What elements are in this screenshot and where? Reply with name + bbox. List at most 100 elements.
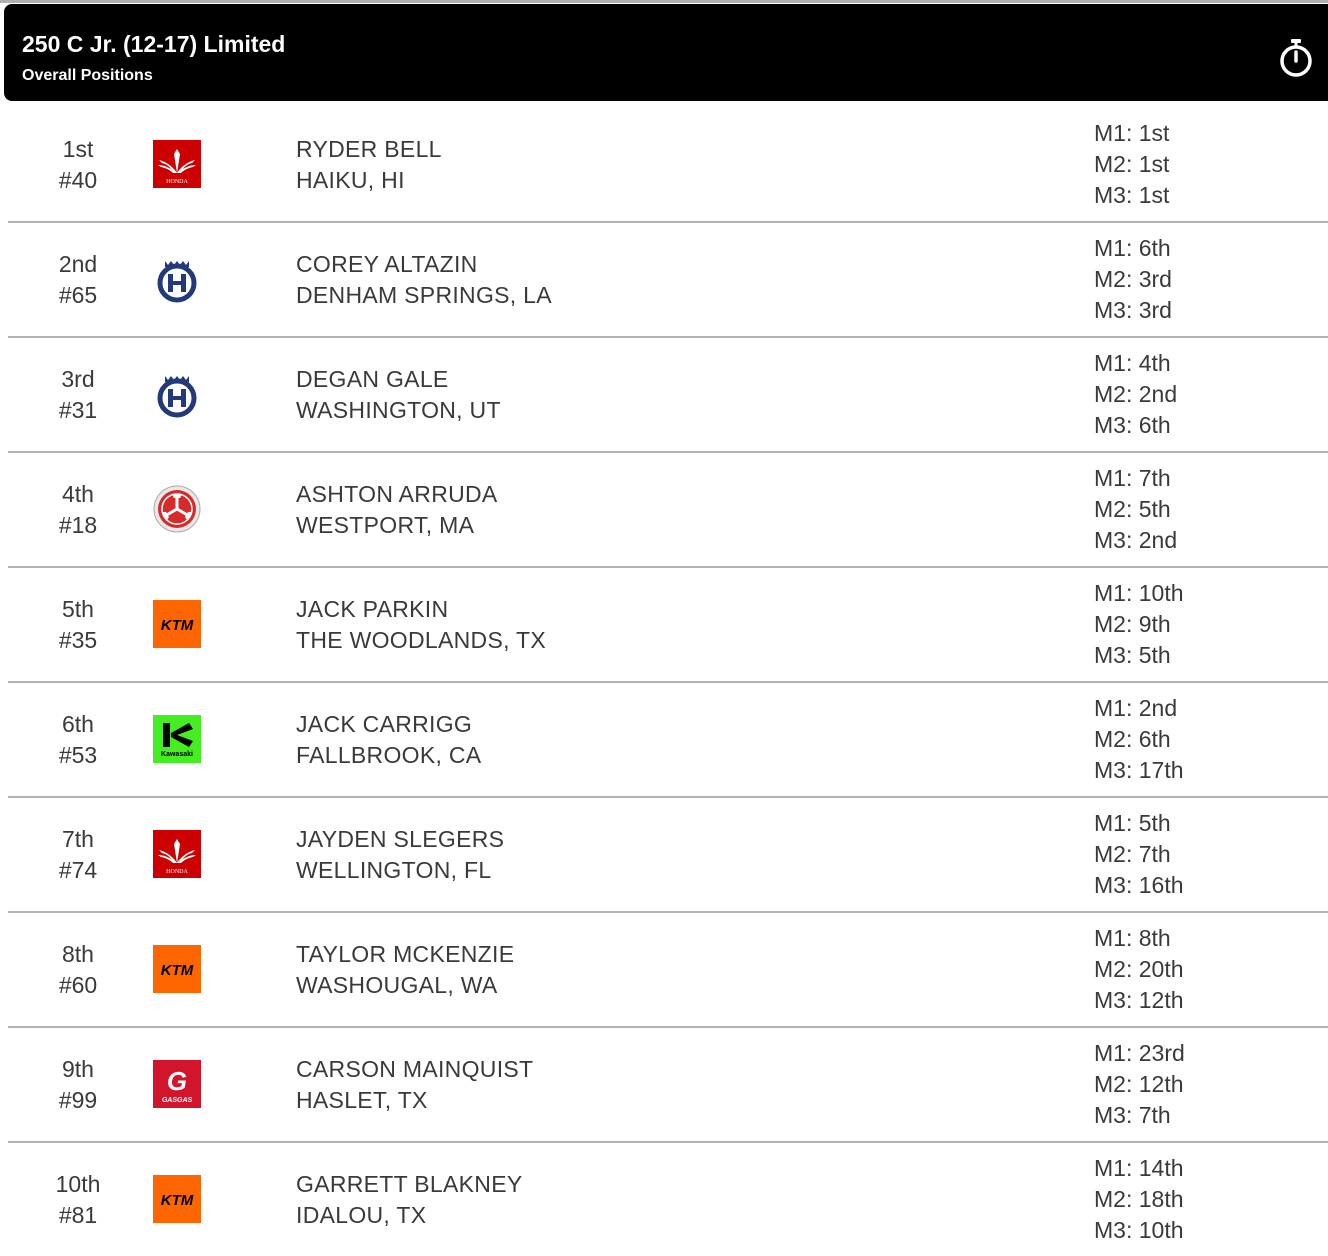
svg-text:KTM: KTM [161, 1192, 194, 1209]
svg-text:HONDA: HONDA [166, 869, 188, 875]
position-cell: 2nd #65 [38, 249, 118, 311]
result-row[interactable]: 6th #53 Kawasaki JACK CARRIGG FALLBROOK,… [8, 683, 1328, 798]
rider-cell: RYDER BELL HAIKU, HI [296, 134, 442, 196]
rider-number: #18 [58, 512, 98, 538]
ktm-logo-icon: KTM [153, 1175, 201, 1223]
rider-hometown: HAIKU, HI [296, 167, 405, 193]
rider-hometown: DENHAM SPRINGS, LA [296, 282, 552, 308]
moto-1-result: M1: 14th [1094, 1155, 1184, 1181]
result-row[interactable]: 1st #40 HONDA RYDER BELL HAIKU, HI M1: 1… [8, 108, 1328, 223]
position-cell: 5th #35 [38, 594, 118, 656]
moto-2-result: M2: 9th [1094, 611, 1171, 637]
position-cell: 6th #53 [38, 709, 118, 771]
finish-position: 5th [62, 596, 94, 622]
moto-2-result: M2: 18th [1094, 1186, 1184, 1212]
moto-results: M1: 2nd M2: 6th M3: 17th [1094, 693, 1184, 786]
rider-cell: GARRETT BLAKNEY IDALOU, TX [296, 1169, 522, 1231]
moto-3-result: M3: 16th [1094, 872, 1184, 898]
result-row[interactable]: 9th #99 G GASGAS CARSON MAINQUIST HASLET… [8, 1028, 1328, 1143]
finish-position: 8th [62, 941, 94, 967]
moto-1-result: M1: 4th [1094, 350, 1171, 376]
rider-name[interactable]: DEGAN GALE [296, 366, 449, 392]
yamaha-logo-icon [153, 485, 201, 533]
moto-2-result: M2: 6th [1094, 726, 1171, 752]
svg-text:Kawasaki: Kawasaki [161, 751, 193, 758]
moto-2-result: M2: 1st [1094, 151, 1170, 177]
moto-3-result: M3: 1st [1094, 182, 1170, 208]
moto-1-result: M1: 23rd [1094, 1040, 1185, 1066]
rider-name[interactable]: JACK PARKIN [296, 596, 449, 622]
moto-2-result: M2: 20th [1094, 956, 1184, 982]
result-row[interactable]: 10th #81 KTM GARRETT BLAKNEY IDALOU, TX … [8, 1143, 1328, 1256]
position-cell: 10th #81 [38, 1169, 118, 1231]
ktm-logo-icon: KTM [153, 600, 201, 648]
rider-number: #35 [58, 627, 98, 653]
rider-name[interactable]: ASHTON ARRUDA [296, 481, 498, 507]
rider-number: #31 [58, 397, 98, 423]
moto-3-result: M3: 3rd [1094, 297, 1172, 323]
rider-name[interactable]: JAYDEN SLEGERS [296, 826, 505, 852]
moto-results: M1: 6th M2: 3rd M3: 3rd [1094, 233, 1172, 326]
svg-text:G: G [167, 1066, 187, 1096]
finish-position: 7th [62, 826, 94, 852]
rider-cell: COREY ALTAZIN DENHAM SPRINGS, LA [296, 249, 552, 311]
result-row[interactable]: 4th #18 ASHTON ARRUDA WESTPORT, MA M1: 7… [8, 453, 1328, 568]
rider-hometown: FALLBROOK, CA [296, 742, 482, 768]
moto-1-result: M1: 5th [1094, 810, 1171, 836]
rider-number: #99 [58, 1087, 98, 1113]
moto-1-result: M1: 8th [1094, 925, 1171, 951]
rider-cell: JAYDEN SLEGERS WELLINGTON, FL [296, 824, 504, 886]
moto-1-result: M1: 7th [1094, 465, 1171, 491]
rider-name[interactable]: GARRETT BLAKNEY [296, 1171, 523, 1197]
result-row[interactable]: 7th #74 HONDA JAYDEN SLEGERS WELLINGTON,… [8, 798, 1328, 913]
moto-3-result: M3: 10th [1094, 1217, 1184, 1243]
position-cell: 3rd #31 [38, 364, 118, 426]
rider-cell: DEGAN GALE WASHINGTON, UT [296, 364, 501, 426]
rider-name[interactable]: CARSON MAINQUIST [296, 1056, 534, 1082]
moto-3-result: M3: 17th [1094, 757, 1184, 783]
result-row[interactable]: 3rd #31 DEGAN GALE WASHINGTON, UT M1: 4t… [8, 338, 1328, 453]
kawasaki-logo-icon: Kawasaki [153, 715, 201, 763]
rider-hometown: WESTPORT, MA [296, 512, 475, 538]
rider-name[interactable]: TAYLOR MCKENZIE [296, 941, 515, 967]
rider-name[interactable]: COREY ALTAZIN [296, 251, 478, 277]
top-border [0, 0, 1328, 3]
result-row[interactable]: 5th #35 KTM JACK PARKIN THE WOODLANDS, T… [8, 568, 1328, 683]
class-title: 250 C Jr. (12-17) Limited [22, 31, 286, 57]
result-row[interactable]: 2nd #65 COREY ALTAZIN DENHAM SPRINGS, LA… [8, 223, 1328, 338]
rider-number: #40 [58, 167, 98, 193]
position-cell: 9th #99 [38, 1054, 118, 1116]
position-cell: 1st #40 [38, 134, 118, 196]
moto-2-result: M2: 12th [1094, 1071, 1184, 1097]
result-row[interactable]: 8th #60 KTM TAYLOR MCKENZIE WASHOUGAL, W… [8, 913, 1328, 1028]
moto-2-result: M2: 3rd [1094, 266, 1172, 292]
svg-text:HONDA: HONDA [166, 179, 188, 185]
rider-hometown: HASLET, TX [296, 1087, 428, 1113]
moto-results: M1: 5th M2: 7th M3: 16th [1094, 808, 1184, 901]
moto-1-result: M1: 1st [1094, 120, 1170, 146]
moto-3-result: M3: 12th [1094, 987, 1184, 1013]
husqvarna-logo-icon [153, 255, 201, 303]
position-cell: 7th #74 [38, 824, 118, 886]
rider-hometown: WASHINGTON, UT [296, 397, 501, 423]
moto-results: M1: 4th M2: 2nd M3: 6th [1094, 348, 1177, 441]
finish-position: 4th [62, 481, 94, 507]
rider-cell: CARSON MAINQUIST HASLET, TX [296, 1054, 533, 1116]
moto-results: M1: 8th M2: 20th M3: 12th [1094, 923, 1184, 1016]
rider-name[interactable]: JACK CARRIGG [296, 711, 473, 737]
svg-text:KTM: KTM [161, 962, 194, 979]
moto-results: M1: 10th M2: 9th M3: 5th [1094, 578, 1184, 671]
rider-cell: JACK PARKIN THE WOODLANDS, TX [296, 594, 546, 656]
moto-1-result: M1: 10th [1094, 580, 1184, 606]
rider-hometown: THE WOODLANDS, TX [296, 627, 547, 653]
rider-name[interactable]: RYDER BELL [296, 136, 442, 162]
moto-3-result: M3: 2nd [1094, 527, 1178, 553]
moto-2-result: M2: 5th [1094, 496, 1171, 522]
results-list: 1st #40 HONDA RYDER BELL HAIKU, HI M1: 1… [8, 108, 1328, 1256]
moto-results: M1: 1st M2: 1st M3: 1st [1094, 118, 1169, 211]
moto-results: M1: 23rd M2: 12th M3: 7th [1094, 1038, 1185, 1131]
moto-1-result: M1: 2nd [1094, 695, 1178, 721]
finish-position: 6th [62, 711, 94, 737]
stopwatch-icon[interactable] [1278, 38, 1314, 78]
honda-logo-icon: HONDA [153, 830, 201, 878]
